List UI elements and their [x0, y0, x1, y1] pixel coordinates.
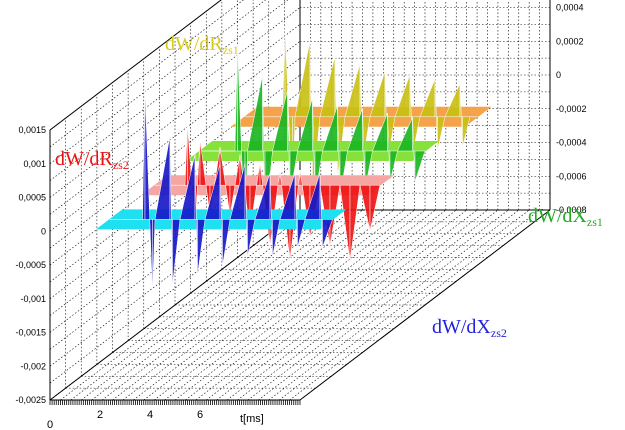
- series-mark: [184, 124, 188, 186]
- series-mark: [339, 184, 351, 262]
- floor-gridline: [278, 209, 530, 401]
- series-layer: [96, 25, 492, 294]
- x-tick-label: 0: [47, 419, 53, 430]
- series-mark: [414, 150, 426, 182]
- x-tick-label: 2: [97, 409, 103, 421]
- series-mark: [349, 184, 361, 262]
- front-wall-tick-label: -0,001: [20, 294, 46, 304]
- series-mark: [437, 116, 446, 151]
- series-label-rzs2: dW/dRzs2: [55, 148, 129, 172]
- front-wall-tick-label: 0: [41, 226, 46, 236]
- floor-gridline: [258, 209, 509, 401]
- back-wall-tick-label: -0,0006: [556, 171, 587, 181]
- series-mark: [419, 78, 436, 118]
- front-wall-ticks: 0,0015 0,001 0,0005 0 -0,0005 -0,001 -0,0015 -0…: [15, 125, 46, 405]
- series-mark: [234, 44, 238, 152]
- series-mark: [369, 184, 381, 231]
- series-mark: [247, 219, 256, 257]
- floor-gridline: [289, 209, 540, 401]
- floor-gridline: [216, 209, 467, 401]
- series-label-sub: zs1: [587, 215, 603, 229]
- back-wall-tick-label: 0,0002: [556, 36, 584, 46]
- floor-gridline: [195, 209, 447, 401]
- series-label-sub: zs1: [223, 43, 239, 57]
- series-label-main: dW/dR: [55, 148, 113, 170]
- series-mark: [152, 219, 156, 294]
- front-wall-tick-label: -0,002: [20, 361, 46, 371]
- series-label-sub: zs2: [491, 326, 507, 340]
- back-wall-tick-label: -0,0004: [556, 138, 587, 148]
- floor-gridline: [247, 209, 499, 401]
- series-mark: [444, 83, 461, 118]
- front-wall-tick-label: 0,0005: [18, 193, 46, 203]
- series-mark: [462, 116, 471, 148]
- frame-line: [49, 0, 222, 131]
- series-label-sub: zs2: [113, 158, 129, 172]
- frame-lines: [49, 0, 551, 405]
- back-wall-ticks: 0,00080,00060,00040,00020-0,0002-0,0004-…: [556, 3, 587, 216]
- series-label-main: dW/dX: [432, 316, 491, 338]
- series-mark: [294, 40, 311, 118]
- series-mark: [222, 219, 231, 266]
- back-wall-tick-label: -0,0002: [556, 104, 587, 114]
- series-mark: [389, 150, 398, 182]
- series-mark: [344, 63, 361, 118]
- frame-line: [49, 209, 301, 401]
- series-mark: [322, 219, 333, 248]
- floor-gridline: [153, 209, 405, 401]
- series-mark: [369, 71, 386, 118]
- front-wall-tick-label: -0,0025: [15, 395, 46, 405]
- series-label-xzs1: dW/dXzs1: [528, 205, 603, 229]
- front-wall-tick-label: 0,0015: [18, 125, 46, 135]
- x-axis-label: t[ms]: [240, 413, 264, 425]
- floor-gridline: [143, 209, 394, 401]
- series-mark: [154, 135, 171, 220]
- x-axis-ticks: 0 2 4 6 t[ms]: [47, 409, 264, 430]
- left-wall-grid: [49, 0, 301, 401]
- frame-line: [299, 209, 551, 401]
- front-wall-tick-label: -0,0005: [15, 260, 46, 270]
- series-mark: [197, 219, 206, 276]
- x-tick-label: 6: [197, 409, 203, 421]
- series-mark: [394, 74, 411, 118]
- back-wall-tick-label: 0,0004: [556, 3, 584, 13]
- series-label-xzs2: dW/dXzs2: [432, 316, 507, 340]
- series-label-main: dW/dX: [528, 205, 587, 227]
- series-mark: [272, 219, 281, 257]
- series-label-main: dW/dR: [165, 33, 223, 55]
- x-tick-label: 4: [147, 409, 153, 421]
- series-mark: [142, 89, 146, 220]
- front-wall-tick-label: 0,001: [23, 159, 46, 169]
- series-mark: [297, 219, 306, 248]
- series-label-rzs1: dW/dRzs1: [165, 33, 239, 57]
- back-wall-tick-label: -0,0008: [556, 205, 587, 215]
- back-wall-tick-label: 0: [556, 70, 561, 80]
- floor-gridline: [268, 209, 519, 401]
- series-xzs2: [96, 89, 347, 294]
- series-mark: [172, 219, 181, 285]
- floor-gridline: [133, 209, 384, 401]
- series-mark: [319, 55, 336, 118]
- front-wall-tick-label: -0,0015: [15, 328, 46, 338]
